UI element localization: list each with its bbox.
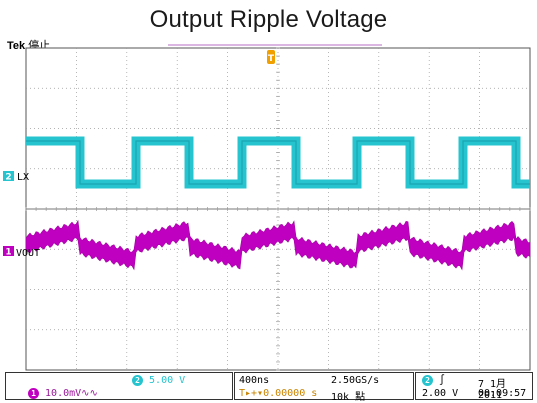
horizontal-readout: 400ns T▸+▾0.00000 s 2.50GS/s 10k 點 <box>234 372 414 403</box>
trigger-level: 2.00 V <box>422 388 459 399</box>
ch2-scale: 5.00 V <box>149 375 186 386</box>
trigger-readout: 2 ∫ 2.00 V 7 1月 2011 00:09:57 <box>415 372 533 401</box>
status-bar: 2 5.00 V 1 10.0mV∿∿ 400ns T▸+▾0.00000 s … <box>5 372 533 403</box>
trigger-source: 2 ∫ <box>422 375 445 386</box>
ch2-readout: 2 5.00 V <box>132 375 185 386</box>
scope-display: T 2 LX 1 VOUT <box>3 44 531 371</box>
graticule-grid <box>25 47 531 371</box>
ch2-trace-label: LX <box>17 172 29 183</box>
record-length: 10k 點 <box>331 392 366 403</box>
vout-waveform <box>25 219 531 271</box>
lx-waveform-core <box>26 140 530 185</box>
trigger-position-marker: T <box>267 50 275 64</box>
ch1-marker-label: 1 <box>5 248 11 258</box>
trigger-marker-label: T <box>268 54 275 64</box>
chart-title: Output Ripple Voltage <box>149 6 388 33</box>
ch2-marker-label: 2 <box>5 173 11 183</box>
date: 7 1月 2011 <box>478 379 507 401</box>
trigger-slope: ∫ <box>439 375 446 386</box>
channel-readout: 2 5.00 V 1 10.0mV∿∿ <box>5 372 233 400</box>
ch1-badge: 1 <box>28 388 39 399</box>
trigger-badge: 2 <box>422 375 433 386</box>
ch1-trace-label: VOUT <box>16 248 40 259</box>
timebase: 400ns <box>239 375 270 386</box>
ch1-readout: 1 10.0mV∿∿ <box>28 388 98 399</box>
brand-label: Tek <box>7 40 26 52</box>
ch2-marker: 2 <box>3 171 14 183</box>
traces <box>25 136 531 271</box>
trigger-offset: T▸+▾0.00000 s <box>239 388 318 399</box>
ch1-marker: 1 <box>3 246 14 258</box>
ch1-coupling: ∿∿ <box>81 388 98 399</box>
ch2-badge: 2 <box>132 375 143 386</box>
sample-rate: 2.50GS/s <box>331 375 380 386</box>
ch1-scale: 10.0mV <box>45 388 82 399</box>
time: 00:09:57 <box>478 388 527 399</box>
